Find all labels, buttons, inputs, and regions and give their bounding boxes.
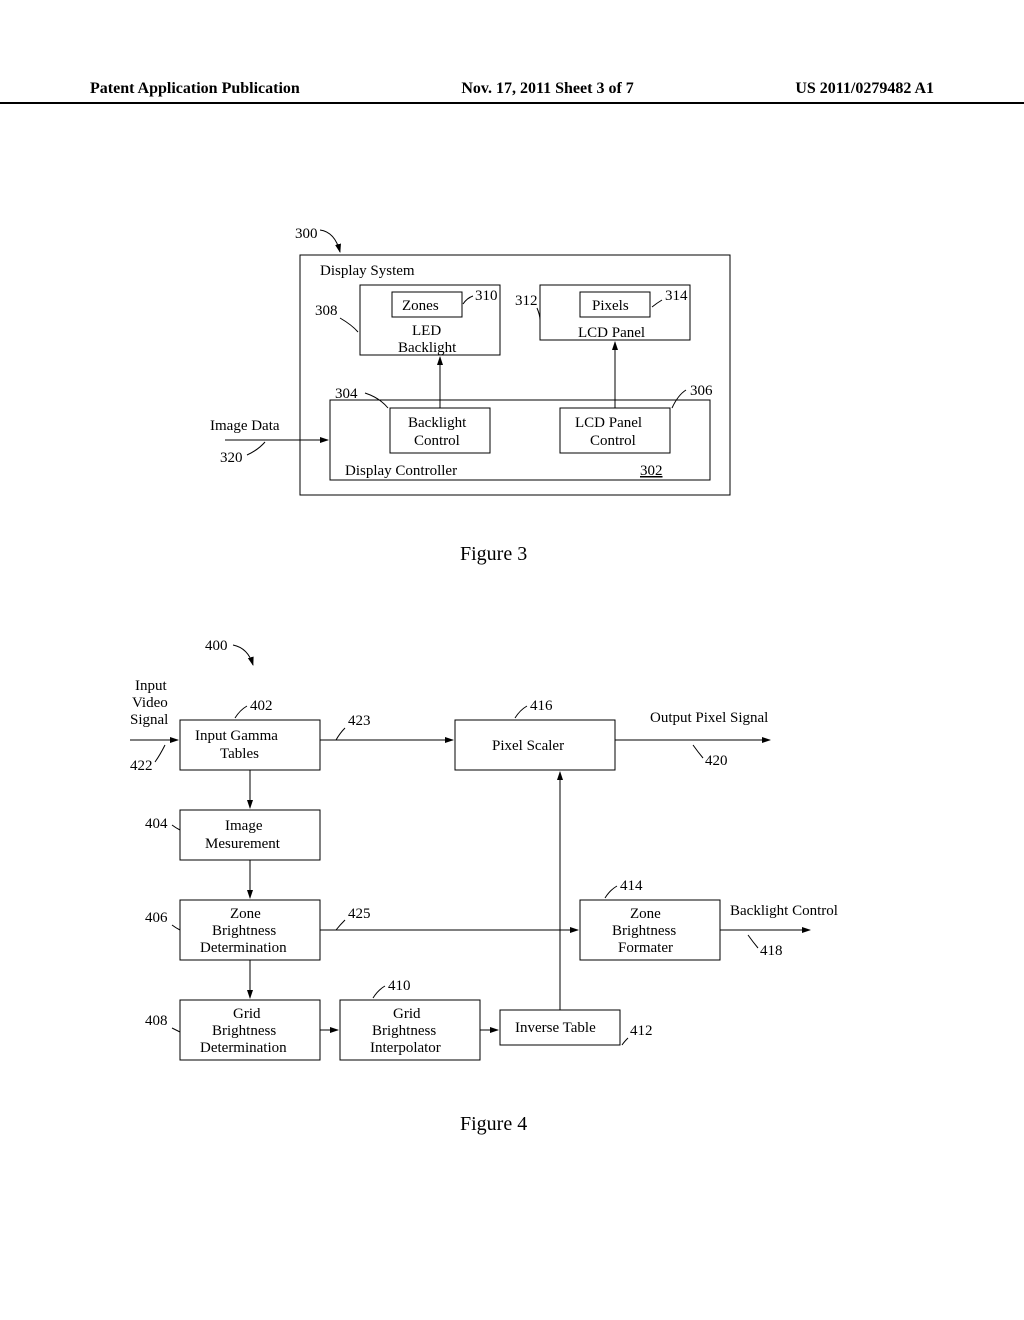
ref-406: 406 xyxy=(145,910,168,926)
zones-label: Zones xyxy=(402,298,439,314)
zbf-l1: Zone xyxy=(630,906,661,922)
image-data-label: Image Data xyxy=(210,418,280,434)
lcd-control-l2: Control xyxy=(590,433,636,449)
ref-308: 308 xyxy=(315,303,338,319)
display-system-label: Display System xyxy=(320,263,415,279)
measure-l2: Mesurement xyxy=(205,836,281,852)
inv-l1: Inverse Table xyxy=(515,1020,596,1036)
ref-302: 302 xyxy=(640,463,663,479)
gamma-l1: Input Gamma xyxy=(195,728,278,744)
ref-310: 310 xyxy=(475,288,498,304)
pixels-label: Pixels xyxy=(592,298,629,314)
zbd-l2: Brightness xyxy=(212,923,276,939)
ref-400: 400 xyxy=(205,638,228,654)
gbi-l2: Brightness xyxy=(372,1023,436,1039)
gbd-l2: Brightness xyxy=(212,1023,276,1039)
ref-304: 304 xyxy=(335,386,358,402)
measure-l1: Image xyxy=(225,818,263,834)
ref-423: 423 xyxy=(348,713,371,729)
input-l3: Signal xyxy=(130,712,168,728)
gbd-l3: Determination xyxy=(200,1040,287,1056)
zbd-l3: Determination xyxy=(200,940,287,956)
backlight-control-l2: Control xyxy=(414,433,460,449)
backlight-control-l1: Backlight xyxy=(408,415,467,431)
gbd-l1: Grid xyxy=(233,1006,261,1022)
gbi-l3: Interpolator xyxy=(370,1040,441,1056)
figure-3: Display System 300 Display Controller 30… xyxy=(210,226,730,565)
ref-412: 412 xyxy=(630,1023,653,1039)
ref-410: 410 xyxy=(388,978,411,994)
figure-3-caption: Figure 3 xyxy=(460,543,527,565)
led-backlight-l1: LED xyxy=(412,323,441,339)
page: Patent Application Publication Nov. 17, … xyxy=(0,0,1024,1320)
ref-312: 312 xyxy=(515,293,538,309)
led-backlight-l2: Backlight xyxy=(398,340,457,356)
diagrams-svg: Display System 300 Display Controller 30… xyxy=(0,0,1024,1320)
zbf-l3: Formater xyxy=(618,940,673,956)
ref-314: 314 xyxy=(665,288,688,304)
ref-414: 414 xyxy=(620,878,643,894)
scaler-l1: Pixel Scaler xyxy=(492,738,564,754)
ref-408: 408 xyxy=(145,1013,168,1029)
figure-4: 400 Input Gamma Tables 402 Pixel Scaler … xyxy=(130,638,838,1135)
ref-420: 420 xyxy=(705,753,728,769)
gbi-l1: Grid xyxy=(393,1006,421,1022)
ref-418: 418 xyxy=(760,943,783,959)
ref-422: 422 xyxy=(130,758,153,774)
ref-404: 404 xyxy=(145,816,168,832)
lcd-panel-label: LCD Panel xyxy=(578,325,645,341)
zbd-l1: Zone xyxy=(230,906,261,922)
output-pixel-label: Output Pixel Signal xyxy=(650,710,768,726)
lcd-control-l1: LCD Panel xyxy=(575,415,642,431)
ref-416: 416 xyxy=(530,698,553,714)
ref-402: 402 xyxy=(250,698,273,714)
input-l2: Video xyxy=(132,695,168,711)
ref-306: 306 xyxy=(690,383,713,399)
gamma-l2: Tables xyxy=(220,746,259,762)
ref-300: 300 xyxy=(295,226,318,242)
backlight-ctrl-label: Backlight Control xyxy=(730,903,838,919)
zbf-l2: Brightness xyxy=(612,923,676,939)
ref-320: 320 xyxy=(220,450,243,466)
input-l1: Input xyxy=(135,678,167,694)
ref-425: 425 xyxy=(348,906,371,922)
display-controller-label: Display Controller xyxy=(345,463,457,479)
figure-4-caption: Figure 4 xyxy=(460,1113,527,1135)
